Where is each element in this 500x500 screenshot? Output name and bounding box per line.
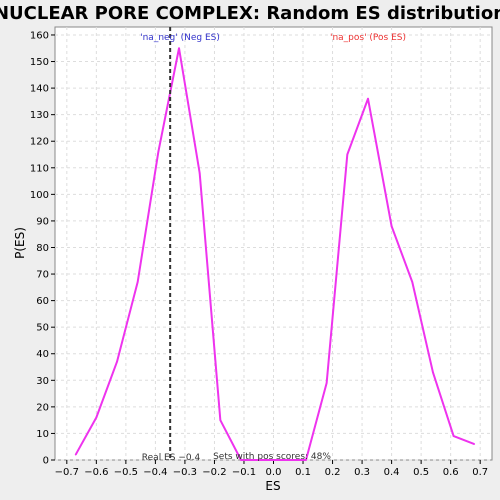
data-point (157, 151, 160, 153)
y-tick-label: 70 (36, 270, 49, 281)
y-axis-ticks: 0 10 20 30 40 50 60 70 80 90 100 110 120 130 140 150 160 (30, 30, 55, 467)
data-point (178, 47, 180, 50)
data-point (260, 459, 263, 461)
x-tick-label: 0.7 (472, 467, 488, 478)
y-tick-label: 10 (36, 429, 49, 440)
data-point (432, 371, 434, 374)
data-point (305, 459, 307, 461)
y-tick-label: 120 (30, 137, 49, 148)
data-point (95, 416, 98, 419)
x-tick-label: 0.2 (325, 467, 341, 478)
x-tick-label: −0.1 (232, 467, 256, 478)
data-point (219, 419, 222, 421)
neg-es-label: 'na_neg' (Neg ES) (140, 33, 220, 43)
y-tick-label: 50 (36, 323, 49, 334)
data-point (116, 360, 118, 363)
x-tick-label: −0.4 (143, 467, 167, 478)
y-axis-label: P(ES) (13, 227, 27, 259)
chart-title: NUCLEAR PORE COMPLEX: Random ES distribu… (0, 3, 500, 24)
y-tick-label: 160 (30, 30, 49, 41)
x-axis-label: ES (265, 479, 280, 493)
x-axis-ticks: −0.7 −0.6 −0.5 −0.4 −0.3 −0.2 −0.1 0.0 0.1 0.2 0.3… (55, 460, 488, 478)
x-tick-label: −0.6 (84, 467, 108, 478)
data-point (240, 459, 242, 461)
data-point (452, 435, 455, 437)
y-tick-label: 20 (36, 402, 49, 413)
y-tick-label: 90 (36, 216, 49, 227)
pos-es-label: 'na_pos' (Pos ES) (330, 33, 406, 43)
x-tick-label: 0.4 (384, 467, 400, 478)
x-tick-label: 0.1 (295, 467, 311, 478)
x-tick-label: −0.3 (173, 467, 197, 478)
data-point (346, 153, 349, 156)
series-lines (74, 47, 476, 461)
y-tick-label: 0 (43, 456, 49, 467)
y-tick-label: 80 (36, 243, 49, 254)
x-tick-label: 0.3 (354, 467, 370, 478)
x-tick-label: 0.6 (443, 467, 459, 478)
data-point (325, 382, 328, 384)
sets-pos-label: Sets with pos scores: 48% (213, 452, 331, 462)
x-tick-label: 0.0 (266, 467, 282, 478)
y-tick-label: 130 (30, 110, 49, 121)
series-line (74, 47, 475, 461)
x-tick-label: −0.7 (55, 467, 79, 478)
x-tick-label: −0.5 (114, 467, 138, 478)
y-tick-label: 40 (36, 349, 49, 360)
y-tick-label: 150 (30, 57, 49, 68)
data-point (198, 172, 201, 174)
data-point (74, 453, 77, 456)
y-tick-label: 30 (36, 376, 49, 387)
data-point (281, 459, 284, 461)
data-point (367, 97, 369, 100)
data-point (411, 281, 414, 283)
y-tick-label: 140 (30, 84, 49, 95)
x-tick-label: 0.5 (413, 467, 429, 478)
data-point (473, 443, 476, 445)
data-point (390, 225, 393, 228)
real-es-label: Real ES −0.4 (142, 453, 201, 463)
x-tick-label: −0.2 (202, 467, 226, 478)
y-tick-label: 60 (36, 296, 49, 307)
data-point (136, 281, 139, 283)
y-tick-label: 110 (30, 163, 49, 174)
y-tick-label: 100 (30, 190, 49, 201)
